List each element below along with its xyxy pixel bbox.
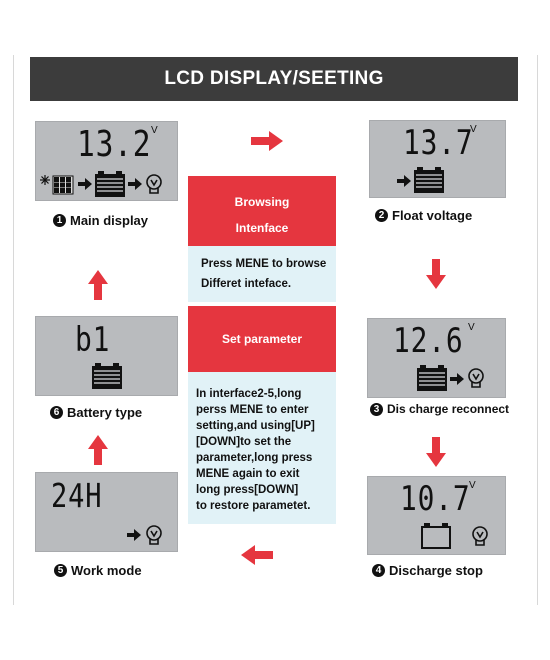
solar-panel-icon (40, 175, 74, 195)
lcd-stop-reading: 10.7 (400, 479, 471, 519)
red-arrow-left-icon (241, 545, 273, 565)
label-float-voltage: 2 Float voltage (375, 208, 472, 223)
page-title: LCD DISPLAY/SEETING (30, 57, 518, 101)
label-float-voltage-text: Float voltage (392, 208, 473, 223)
bulb-icon (146, 174, 162, 194)
arrow-right-icon (78, 178, 92, 190)
red-arrow-up-icon (88, 270, 108, 300)
label-work-mode: 5 Work mode (54, 563, 142, 578)
label-main-display: 1 Main display (53, 213, 148, 228)
bulb-icon (146, 525, 162, 545)
step-number-6: 6 (50, 406, 63, 419)
step-number-2: 2 (375, 209, 388, 222)
arrow-right-icon (128, 178, 142, 190)
browse-text-line-1: Press MENE to browse (201, 258, 327, 270)
set-text-line-6: MENE again to exit (196, 468, 300, 480)
arrow-right-icon (397, 175, 411, 187)
battery-icon (414, 167, 444, 193)
set-text-line-8: to restore parametet. (196, 500, 311, 512)
battery-icon (95, 171, 125, 197)
set-text-line-5: parameter,long press (196, 452, 313, 464)
browse-instructions: Press MENE to browse Differet inteface. (188, 246, 336, 302)
bulb-icon (472, 526, 488, 546)
step-number-5: 5 (54, 564, 67, 577)
browsing-subtitle: Intenface (235, 221, 289, 235)
lcd-float-unit: V (470, 124, 477, 135)
battery-icon (92, 363, 122, 389)
label-battery-type-text: Battery type (67, 405, 143, 420)
lcd-float-reading: 13.7 (403, 123, 474, 163)
label-work-mode-text: Work mode (71, 563, 142, 578)
lcd-work-mode: 24H (35, 472, 178, 552)
set-text-line-2: perss MENE to enter (196, 404, 309, 416)
red-arrow-right-icon (251, 131, 283, 151)
lcd-main-display: 13.2 V (35, 121, 178, 201)
lcd-battery-type: b1 (35, 316, 178, 396)
red-arrow-down-icon (426, 259, 446, 289)
label-discharge-stop-text: Discharge stop (389, 563, 483, 578)
set-parameter-title: Set parameter (221, 332, 303, 346)
lcd-discharge-stop: 10.7 V (367, 476, 506, 555)
lcd-main-unit: V (151, 125, 158, 136)
bulb-icon (468, 368, 484, 388)
label-discharge-stop: 4 Discharge stop (372, 563, 483, 578)
arrow-right-icon (127, 529, 141, 541)
browse-text-line-2: Differet inteface. (201, 278, 292, 290)
frame-line-right (537, 55, 538, 605)
lcd-float-voltage: 13.7 V (369, 120, 506, 198)
set-text-line-7: long press[DOWN] (196, 484, 299, 496)
label-battery-type: 6 Battery type (50, 405, 142, 420)
set-text-line-3: setting,and using[UP] (196, 420, 315, 432)
battery-empty-icon (421, 523, 451, 549)
set-text-line-1: In interface2-5,long (196, 388, 302, 400)
lcd-reconnect-unit: V (468, 322, 475, 333)
lcd-main-reading: 13.2 (77, 124, 152, 165)
set-parameter-instructions: In interface2-5,long perss MENE to enter… (188, 372, 336, 524)
lcd-reconnect-reading: 12.6 (393, 321, 464, 361)
lcd-work-reading: 24H (51, 476, 103, 515)
frame-line-left (13, 55, 14, 605)
lcd-discharge-reconnect: 12.6 V (367, 318, 506, 398)
label-discharge-reconnect-text: Dis charge reconnect (387, 402, 510, 416)
arrow-right-icon (450, 373, 464, 385)
label-main-display-text: Main display (70, 213, 149, 228)
lcd-stop-unit: V (469, 480, 476, 491)
set-parameter-box: Set parameter (188, 306, 336, 372)
red-arrow-up-icon (88, 435, 108, 465)
step-number-3: 3 (370, 402, 383, 416)
battery-icon (417, 365, 447, 391)
step-number-4: 4 (372, 564, 385, 577)
step-number-1: 1 (53, 214, 66, 227)
label-discharge-reconnect: 3 Dis charge reconnect (370, 402, 509, 416)
lcd-battery-reading: b1 (75, 320, 111, 360)
browsing-title: Browsing (234, 195, 290, 209)
set-text-line-4: [DOWN]to set the (196, 436, 292, 448)
browsing-interface-box: Browsing Intenface (188, 176, 336, 246)
red-arrow-down-icon (426, 437, 446, 467)
